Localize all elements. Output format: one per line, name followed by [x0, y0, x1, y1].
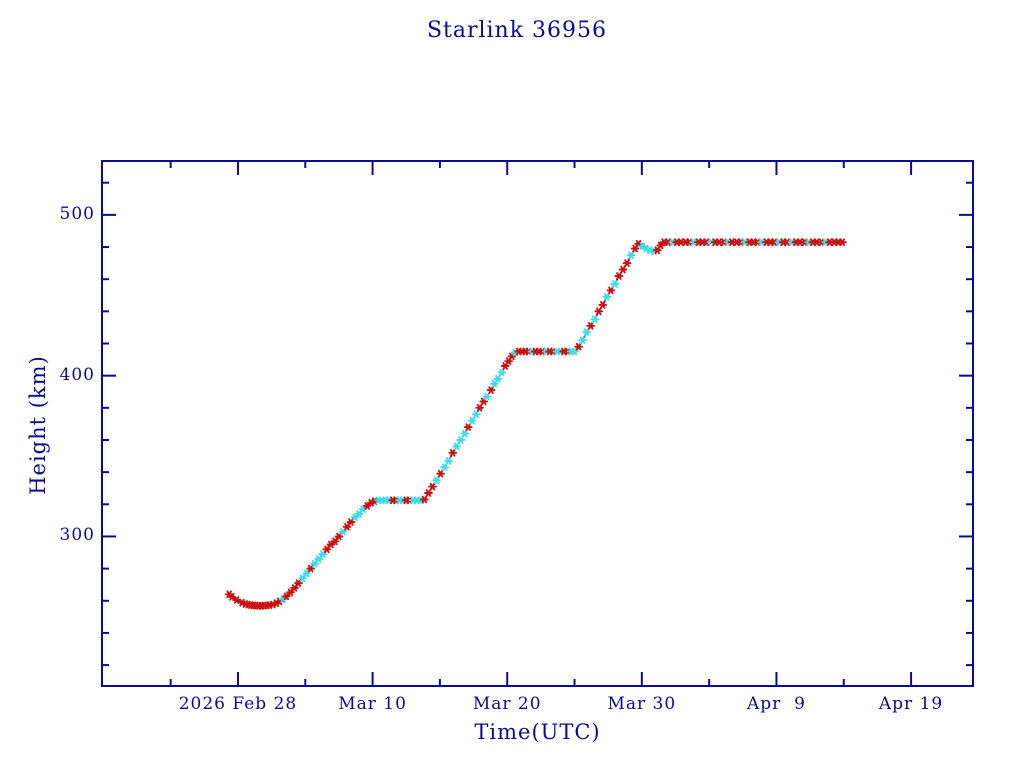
- x-tick-label: Mar 10: [338, 694, 407, 714]
- data-point-marker: [342, 522, 352, 531]
- data-point-marker: [322, 545, 332, 554]
- data-point-marker: [354, 510, 364, 518]
- chart-title: Starlink 36956: [426, 18, 608, 43]
- data-point-marker: [436, 469, 445, 478]
- data-point-marker: [444, 457, 453, 465]
- data-point-marker: [452, 442, 462, 451]
- data-point-marker: [232, 596, 241, 604]
- data-point-marker: [614, 272, 624, 280]
- data-point-marker: [574, 342, 583, 351]
- data-point-marker: [282, 592, 291, 601]
- data-point-marker: [298, 574, 307, 583]
- data-point-marker: [314, 555, 324, 563]
- data-point-marker: [598, 301, 608, 309]
- data-point-marker: [586, 321, 596, 330]
- data-point-marker: [606, 286, 616, 295]
- data-point-marker: [475, 403, 484, 412]
- data-point-marker: [346, 518, 356, 526]
- data-point-marker: [338, 527, 348, 536]
- data-point-marker: [290, 584, 299, 592]
- data-point-marker: [594, 307, 604, 316]
- data-point-marker: [456, 436, 466, 444]
- x-tick-label: Apr 19: [878, 694, 944, 714]
- y-axis-label: Height (km): [26, 355, 50, 495]
- data-point-marker: [590, 315, 600, 324]
- y-tick-label: 500: [59, 203, 95, 224]
- y-tick-label: 400: [59, 364, 95, 385]
- data-point-marker: [493, 375, 503, 383]
- data-point-marker: [610, 280, 620, 288]
- data-point-marker: [432, 476, 441, 485]
- data-point-marker: [486, 386, 496, 394]
- data-point-marker: [440, 463, 449, 472]
- data-point-marker: [578, 336, 587, 345]
- data-point-marker: [302, 569, 311, 578]
- data-point-marker: [602, 293, 612, 301]
- x-tick-label: Apr 9: [746, 694, 806, 714]
- x-tick-label: Mar 30: [607, 694, 677, 714]
- x-tick-label: Mar 20: [472, 694, 542, 714]
- data-point-marker: [448, 448, 458, 457]
- data-point-marker: [626, 251, 636, 259]
- data-point-marker: [838, 238, 847, 247]
- axes-frame: [101, 160, 974, 687]
- data-point-marker: [618, 265, 628, 274]
- data-point-marker: [570, 347, 579, 356]
- data-point-marker: [420, 495, 429, 504]
- x-axis-label: Time(UTC): [474, 720, 601, 744]
- data-point-marker: [471, 410, 481, 419]
- data-point-marker: [294, 579, 303, 587]
- data-point-marker: [482, 392, 492, 401]
- y-tick-label: 300: [59, 525, 95, 546]
- data-point-marker: [318, 550, 328, 558]
- data-point-marker: [622, 259, 632, 267]
- data-markers: [224, 238, 847, 610]
- axis-ticks: [102, 161, 973, 686]
- data-point-marker: [460, 429, 470, 438]
- data-point-marker: [582, 328, 591, 337]
- x-tick-label: 2026 Feb 28: [178, 694, 298, 714]
- data-point-marker: [463, 423, 473, 431]
- data-point-marker: [286, 588, 295, 597]
- data-point-marker: [428, 482, 437, 491]
- data-point-marker: [306, 564, 316, 573]
- data-point-marker: [330, 537, 340, 546]
- data-point-marker: [334, 532, 344, 541]
- data-point-marker: [467, 416, 477, 425]
- data-point-marker: [497, 368, 507, 377]
- data-point-marker: [424, 489, 433, 497]
- data-point-marker: [310, 559, 320, 568]
